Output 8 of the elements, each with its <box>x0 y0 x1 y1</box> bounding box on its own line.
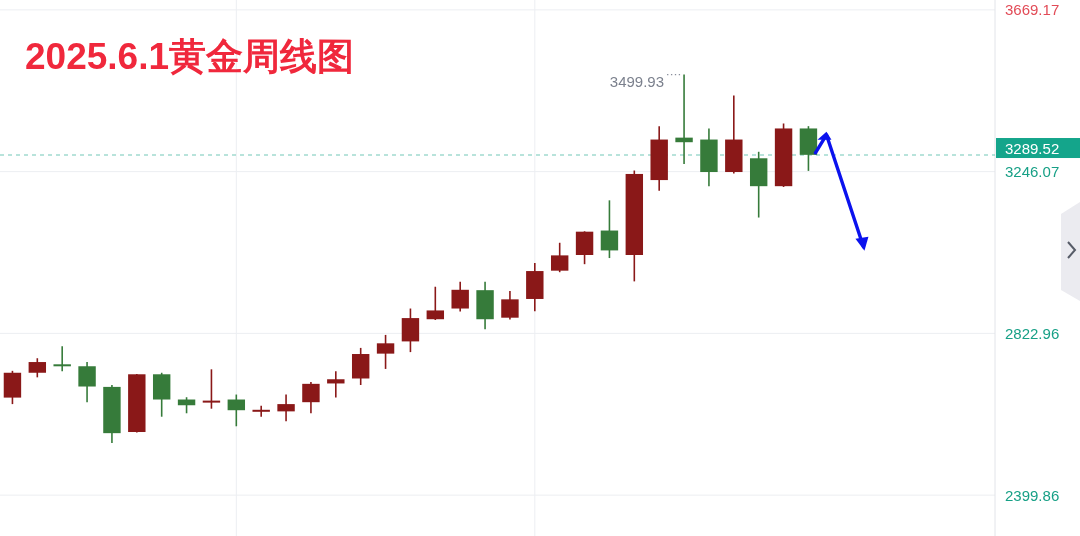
annotation: 3499.93 <box>609 73 683 91</box>
title: 2025.6.1黄金周线图 <box>25 35 355 77</box>
annotation: 3499.93 <box>609 73 665 91</box>
y-tick-label: 2399.86 <box>1005 486 1060 504</box>
y-tick-label: 3246.07 <box>1005 163 1060 181</box>
ref-line-label: 3289.52 <box>1005 139 1060 157</box>
y-tick-label: 2822.96 <box>1005 324 1060 342</box>
y-tick-label: 3669.17 <box>1005 1 1060 19</box>
